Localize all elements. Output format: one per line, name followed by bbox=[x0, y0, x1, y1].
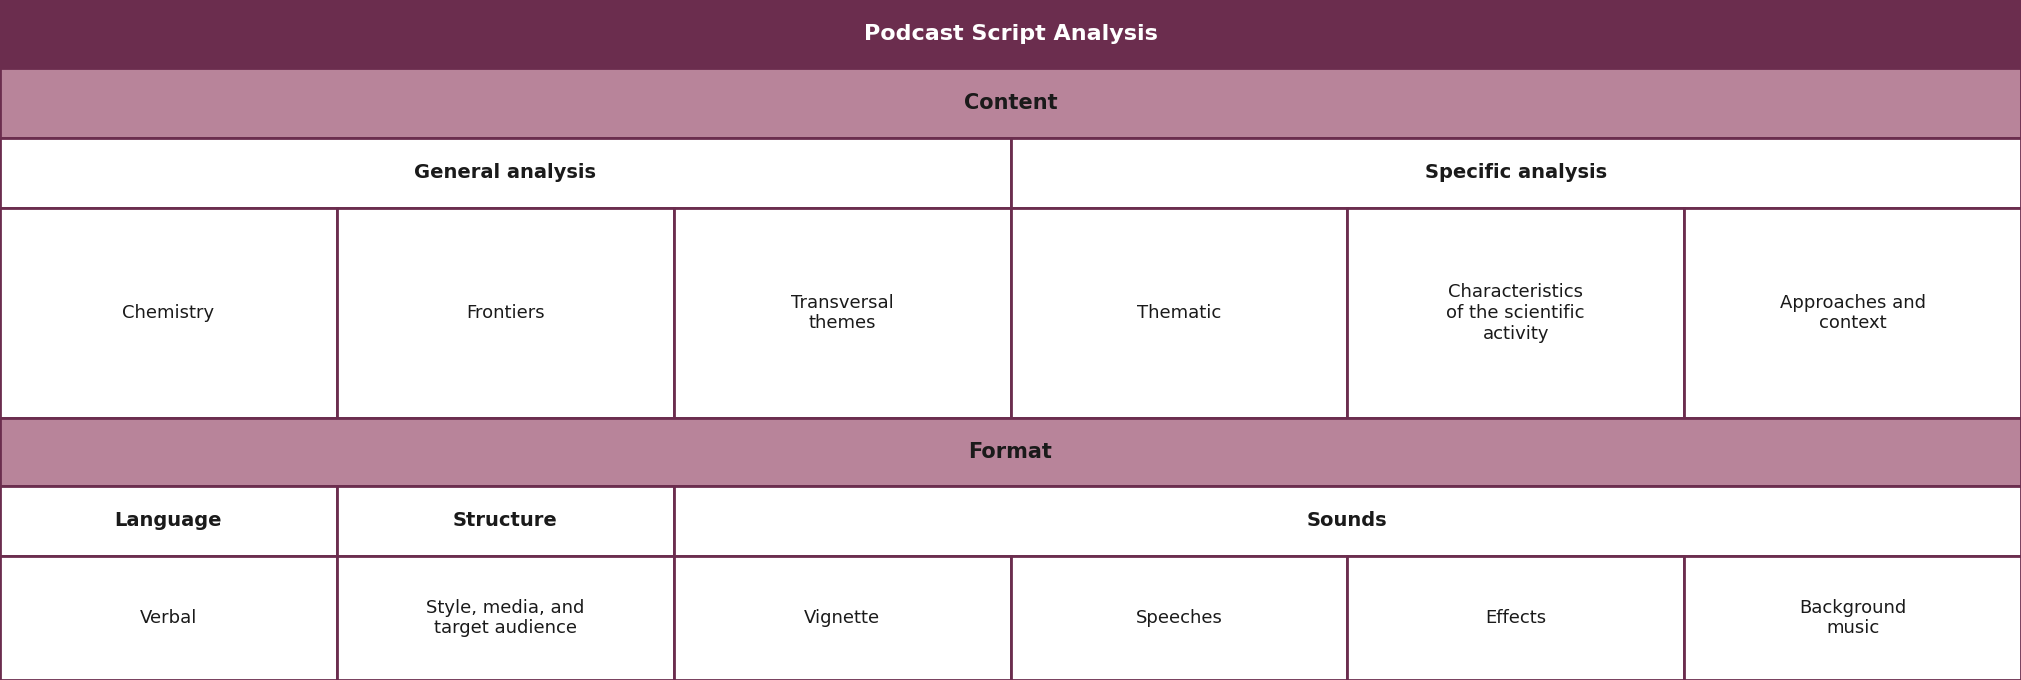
Text: Characteristics
of the scientific
activity: Characteristics of the scientific activi… bbox=[1447, 283, 1584, 343]
Text: Content: Content bbox=[964, 93, 1057, 113]
Bar bbox=[0, 138, 1010, 208]
Bar bbox=[1348, 208, 1683, 418]
Bar bbox=[0, 486, 338, 556]
Text: Vignette: Vignette bbox=[804, 609, 881, 627]
Text: Format: Format bbox=[968, 442, 1053, 462]
Text: Effects: Effects bbox=[1485, 609, 1546, 627]
Bar bbox=[673, 486, 2021, 556]
Bar bbox=[1010, 556, 1348, 680]
Text: Transversal
themes: Transversal themes bbox=[790, 294, 893, 333]
Text: Frontiers: Frontiers bbox=[467, 304, 544, 322]
Text: Chemistry: Chemistry bbox=[123, 304, 214, 322]
Text: Approaches and
context: Approaches and context bbox=[1781, 294, 1926, 333]
Bar bbox=[0, 556, 338, 680]
Bar bbox=[0, 0, 2021, 68]
Text: Background
music: Background music bbox=[1799, 598, 1906, 637]
Bar bbox=[1683, 208, 2021, 418]
Text: Structure: Structure bbox=[453, 511, 558, 530]
Text: Speeches: Speeches bbox=[1136, 609, 1223, 627]
Bar bbox=[338, 556, 673, 680]
Text: Language: Language bbox=[115, 511, 222, 530]
Bar bbox=[1010, 138, 2021, 208]
Bar bbox=[0, 418, 2021, 486]
Text: Specific analysis: Specific analysis bbox=[1425, 163, 1607, 182]
Bar bbox=[338, 486, 673, 556]
Bar bbox=[673, 556, 1010, 680]
Bar bbox=[1010, 208, 1348, 418]
Bar bbox=[1348, 556, 1683, 680]
Text: Verbal: Verbal bbox=[139, 609, 198, 627]
Bar bbox=[338, 208, 673, 418]
Bar bbox=[673, 208, 1010, 418]
Text: Sounds: Sounds bbox=[1308, 511, 1388, 530]
Text: General analysis: General analysis bbox=[414, 163, 596, 182]
Text: Thematic: Thematic bbox=[1136, 304, 1221, 322]
Text: Podcast Script Analysis: Podcast Script Analysis bbox=[863, 24, 1158, 44]
Bar bbox=[1683, 556, 2021, 680]
Bar bbox=[0, 68, 2021, 138]
Bar bbox=[0, 208, 338, 418]
Text: Style, media, and
target audience: Style, media, and target audience bbox=[426, 598, 584, 637]
